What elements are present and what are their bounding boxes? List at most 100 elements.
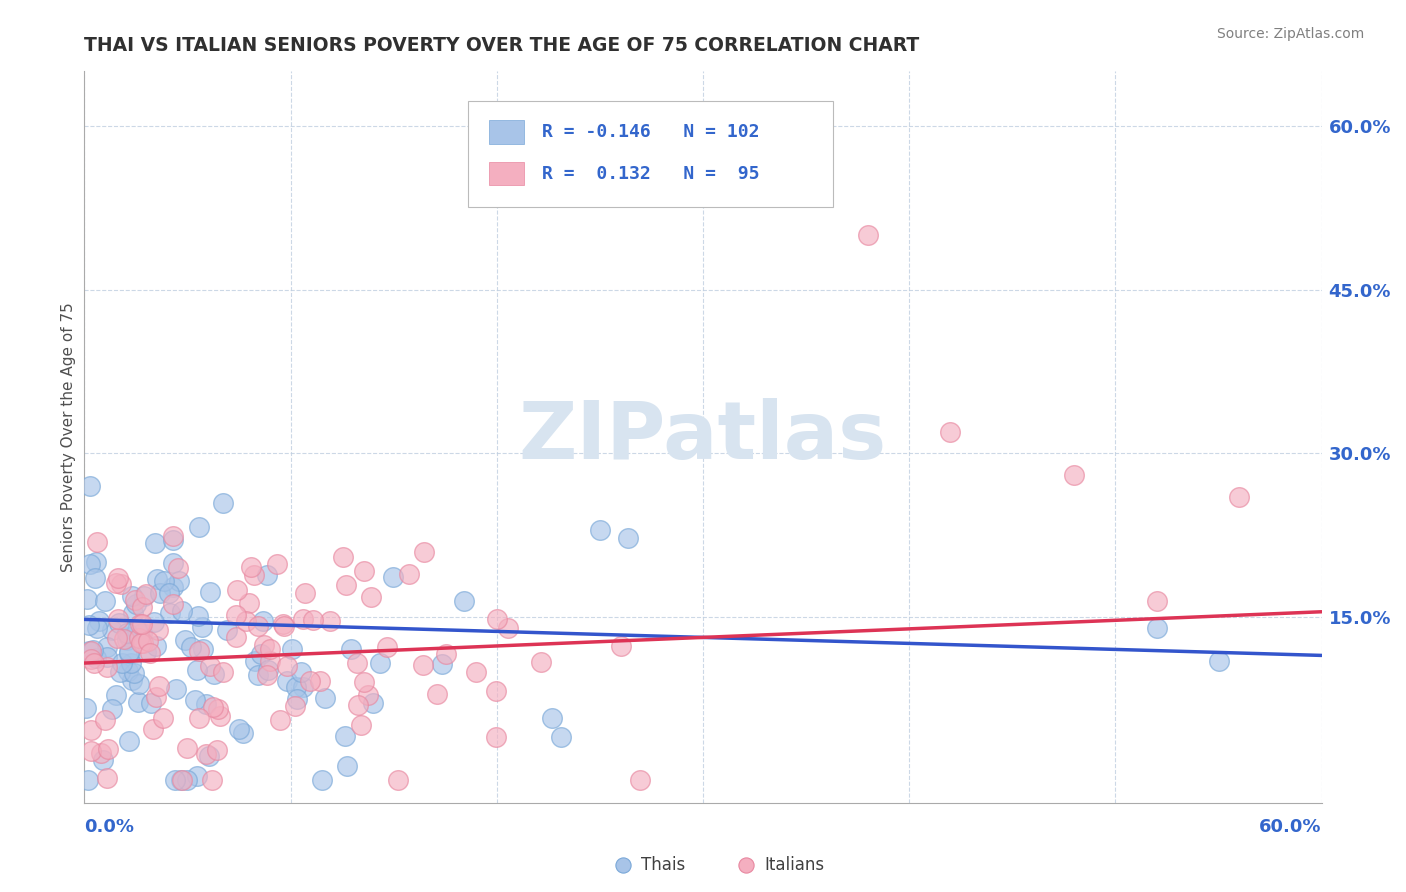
Point [302, 613, 325, 627]
Point [142, 723, 165, 737]
Point [110, 577, 132, 591]
Point [332, 549, 354, 564]
Point [167, 574, 190, 588]
Point [174, 633, 197, 648]
Point [79, 618, 101, 632]
Point [97, 741, 120, 756]
Point [117, 664, 139, 678]
Point [856, 228, 879, 243]
Point [121, 589, 143, 603]
Point [347, 698, 370, 712]
Point [86, 535, 108, 549]
Text: 0.0%: 0.0% [84, 818, 135, 836]
Point [184, 693, 207, 707]
Text: 60.0%: 60.0% [1260, 818, 1322, 836]
Point [96, 649, 118, 664]
Point [617, 532, 640, 546]
Point [143, 536, 166, 550]
Point [198, 658, 221, 673]
Point [212, 496, 235, 510]
Point [83, 571, 105, 585]
Point [115, 633, 138, 648]
Point [259, 654, 281, 668]
Point [256, 667, 278, 681]
Point [80, 723, 103, 737]
Point [76, 592, 98, 607]
Point [188, 644, 211, 658]
Point [120, 657, 142, 671]
Point [117, 630, 139, 644]
FancyBboxPatch shape [468, 101, 832, 207]
Point [540, 711, 562, 725]
Point [153, 574, 176, 588]
Point [285, 692, 308, 706]
Point [176, 740, 198, 755]
Point [496, 621, 519, 635]
Point [190, 620, 212, 634]
Point [134, 589, 156, 603]
Point [284, 698, 307, 713]
Point [188, 520, 211, 534]
Point [195, 747, 218, 762]
Point [485, 684, 508, 698]
Point [226, 582, 249, 597]
Point [205, 743, 228, 757]
Point [135, 587, 157, 601]
Point [1146, 621, 1168, 635]
Point [370, 656, 392, 670]
Point [1146, 594, 1168, 608]
Point [104, 576, 127, 591]
Point [104, 688, 127, 702]
Point [335, 577, 357, 591]
Text: R = -0.146   N = 102: R = -0.146 N = 102 [543, 123, 759, 141]
Point [252, 614, 274, 628]
Y-axis label: Seniors Poverty Over the Age of 75: Seniors Poverty Over the Age of 75 [60, 302, 76, 572]
Point [135, 645, 157, 659]
Point [84, 554, 107, 568]
Point [159, 606, 181, 620]
Point [89, 614, 111, 628]
Point [387, 772, 409, 787]
Point [187, 711, 209, 725]
Point [176, 772, 198, 787]
Point [257, 663, 280, 677]
Point [269, 713, 291, 727]
Point [350, 718, 373, 732]
Point [1063, 468, 1085, 483]
Point [108, 665, 131, 679]
Point [157, 586, 180, 600]
Point [361, 697, 384, 711]
Point [86, 621, 108, 635]
Point [138, 633, 160, 648]
Point [80, 744, 103, 758]
Point [939, 425, 962, 439]
Point [148, 623, 170, 637]
Point [128, 632, 150, 646]
Point [589, 523, 612, 537]
Point [149, 585, 172, 599]
Point [298, 673, 321, 688]
Point [970, 867, 993, 881]
Point [79, 644, 101, 658]
Point [357, 689, 380, 703]
Point [132, 636, 155, 650]
Point [145, 639, 167, 653]
Point [145, 572, 167, 586]
Point [165, 681, 187, 696]
Point [434, 647, 457, 661]
Point [96, 640, 118, 654]
Point [412, 657, 434, 672]
Point [464, 665, 486, 680]
Point [353, 564, 375, 578]
Point [124, 593, 146, 607]
Point [96, 660, 118, 674]
Point [131, 599, 153, 614]
Point [148, 679, 170, 693]
Text: Thais: Thais [641, 856, 685, 874]
Point [145, 690, 167, 705]
Point [128, 677, 150, 691]
Point [202, 667, 225, 681]
Point [250, 647, 273, 661]
Point [112, 632, 135, 647]
Point [170, 772, 193, 787]
